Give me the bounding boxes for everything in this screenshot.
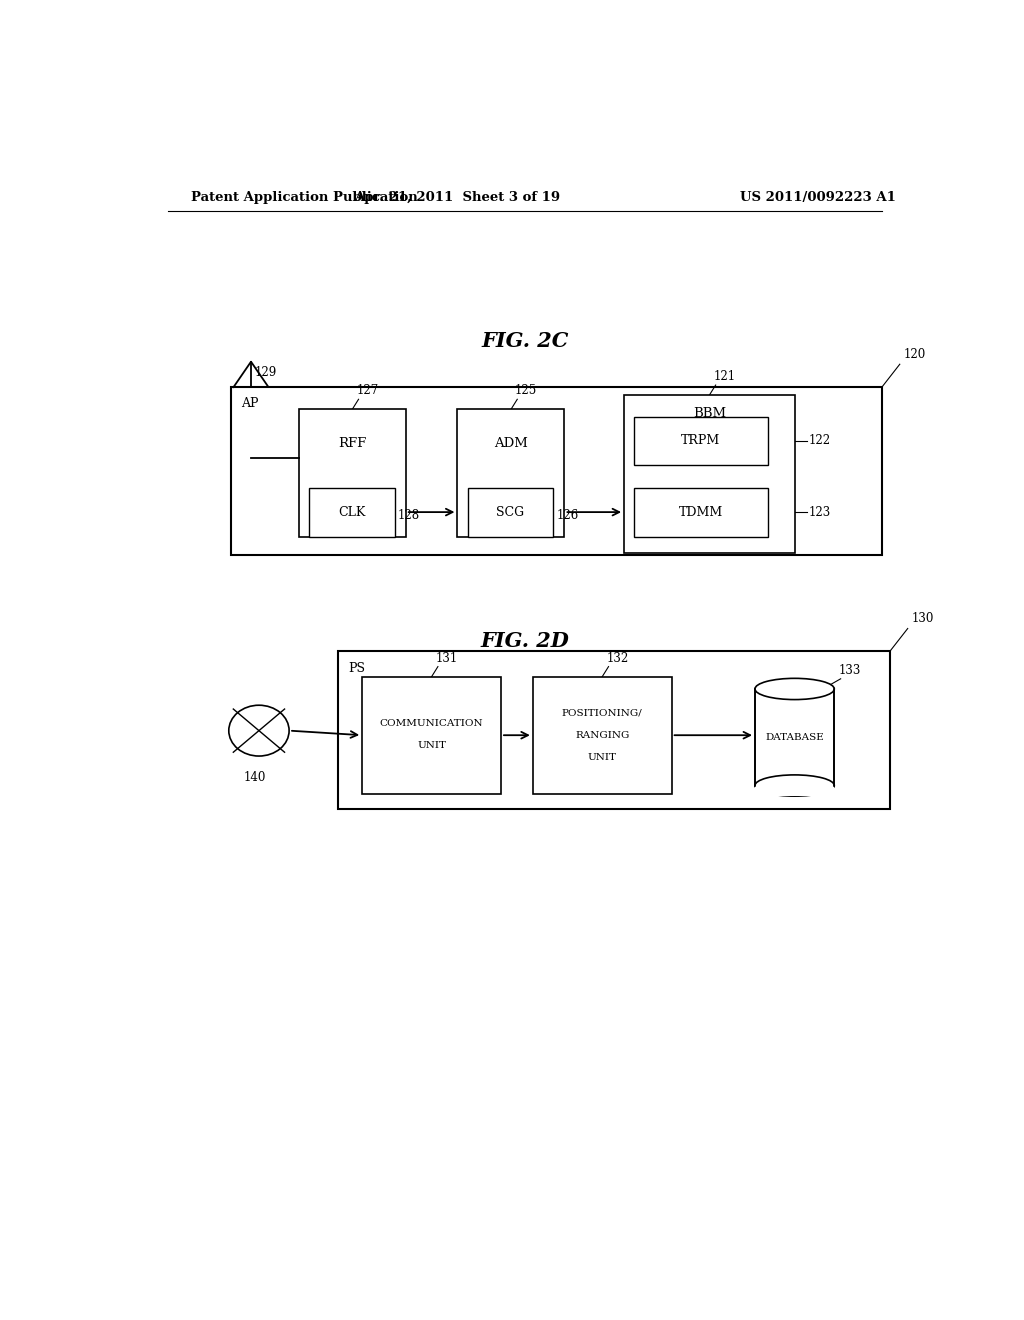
- Text: US 2011/0092223 A1: US 2011/0092223 A1: [740, 190, 896, 203]
- Ellipse shape: [228, 705, 289, 756]
- Text: 130: 130: [911, 612, 934, 626]
- Bar: [362, 677, 501, 793]
- Text: FIG. 2C: FIG. 2C: [481, 331, 568, 351]
- Text: DATABASE: DATABASE: [765, 733, 824, 742]
- Text: 126: 126: [557, 508, 579, 521]
- Text: COMMUNICATION: COMMUNICATION: [380, 718, 483, 727]
- Text: Apr. 21, 2011  Sheet 3 of 19: Apr. 21, 2011 Sheet 3 of 19: [354, 190, 560, 203]
- Text: AP: AP: [241, 397, 258, 411]
- Bar: [309, 487, 394, 536]
- Bar: [755, 689, 835, 785]
- Text: TRPM: TRPM: [681, 434, 721, 447]
- Text: SCG: SCG: [497, 506, 524, 519]
- Bar: [532, 677, 672, 793]
- Bar: [624, 395, 795, 553]
- Text: 123: 123: [809, 506, 831, 519]
- Text: RANGING: RANGING: [575, 731, 630, 739]
- Bar: [299, 409, 406, 536]
- Text: RFF: RFF: [338, 437, 367, 450]
- Text: UNIT: UNIT: [588, 754, 616, 762]
- Text: 132: 132: [606, 652, 629, 664]
- Text: 131: 131: [435, 652, 458, 664]
- Text: 133: 133: [839, 664, 860, 677]
- Bar: [468, 487, 553, 536]
- Text: PS: PS: [348, 661, 365, 675]
- Bar: [755, 785, 835, 796]
- Text: 121: 121: [714, 370, 735, 383]
- Ellipse shape: [755, 775, 835, 796]
- Bar: [634, 417, 768, 466]
- Bar: [458, 409, 564, 536]
- Text: 128: 128: [397, 508, 420, 521]
- Text: BBM: BBM: [693, 408, 726, 420]
- Text: 120: 120: [904, 348, 926, 362]
- Text: UNIT: UNIT: [417, 741, 446, 750]
- Text: CLK: CLK: [338, 506, 366, 519]
- Ellipse shape: [755, 678, 835, 700]
- Bar: [634, 487, 768, 536]
- Text: 129: 129: [255, 366, 278, 379]
- Text: TDMM: TDMM: [679, 506, 723, 519]
- Text: POSITIONING/: POSITIONING/: [562, 709, 642, 717]
- Text: 125: 125: [515, 384, 538, 397]
- Text: FIG. 2D: FIG. 2D: [480, 631, 569, 651]
- Text: Patent Application Publication: Patent Application Publication: [191, 190, 418, 203]
- Text: 140: 140: [244, 771, 266, 784]
- Text: 122: 122: [809, 434, 831, 447]
- Bar: [231, 387, 882, 554]
- Bar: [338, 651, 890, 809]
- Text: ADM: ADM: [494, 437, 527, 450]
- Text: 127: 127: [356, 384, 379, 397]
